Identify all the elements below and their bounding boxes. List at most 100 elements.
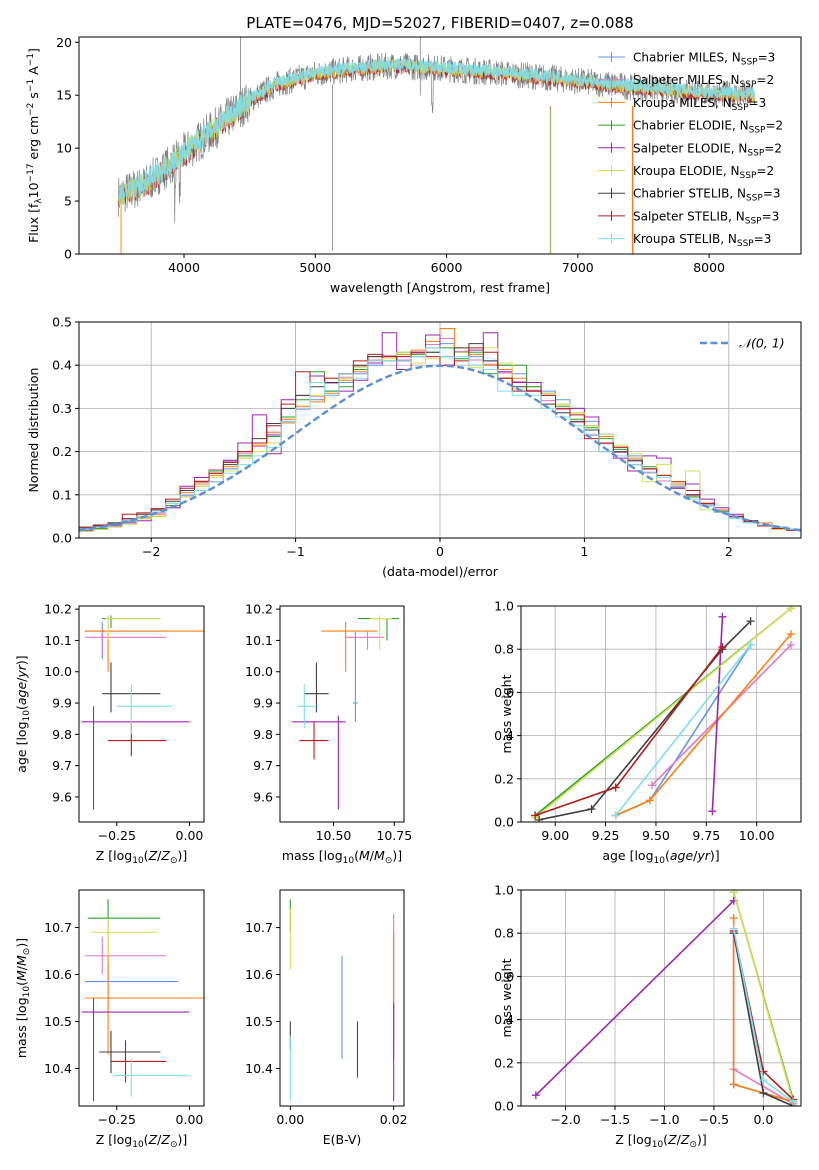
weight-marker-salpeter_miles [647, 781, 656, 790]
x-tick-label: −2 [142, 544, 160, 559]
weight-marker-chabrier_stelib [746, 617, 755, 626]
y-tick-label: 20 [56, 35, 72, 50]
y-tick-label: 10.7 [245, 920, 273, 935]
y-tick-label: 0.0 [494, 1099, 514, 1114]
weight-marker-salpeter_elodie [718, 612, 727, 621]
y-tick-label: 0.2 [52, 444, 72, 459]
x-tick-label: 2 [725, 544, 733, 559]
axes-frame [279, 889, 405, 1107]
legend-label: Salpeter ELODIE, NSSP=2 [633, 141, 782, 158]
x-tick-label: −1 [286, 544, 304, 559]
y-tick-label: 10.1 [44, 633, 72, 648]
y-tick-label: 0.5 [52, 315, 72, 330]
weight-marker-kroupa_miles [729, 1080, 738, 1089]
legend-label: Chabrier MILES, NSSP=3 [633, 51, 775, 68]
weight-line-chabrier_stelib [538, 620, 752, 821]
plot-area [531, 606, 795, 822]
y-tick-label: 10.5 [44, 1014, 72, 1029]
x-tick-label: 0.00 [176, 1112, 204, 1127]
x-tick-label: 0.00 [276, 1112, 304, 1127]
weight-marker-chabrier_stelib [535, 815, 544, 822]
plot-area [79, 328, 801, 532]
x-tick-label: −0.25 [98, 828, 136, 843]
y-tick-label: 0 [64, 247, 72, 262]
y-tick-label: 1.0 [494, 883, 514, 898]
y-tick-label: 0.3 [52, 401, 72, 416]
y-axis-label: mass weight [499, 958, 514, 1037]
y-tick-label: 0.4 [494, 1012, 514, 1027]
x-axis-label: Z [log10(Z/Z⊙)] [615, 1132, 707, 1150]
y-tick-label: 9.6 [253, 789, 273, 804]
weight-marker-kroupa_stelib [746, 640, 755, 649]
x-tick-label: 5000 [299, 260, 331, 275]
legend-label: Chabrier STELIB, NSSP=3 [633, 187, 781, 204]
weight-line-kroupa_stelib [615, 644, 752, 816]
y-axis-label: Flux [fλ10−17 erg cm−2 s−1 A−1] [26, 48, 44, 243]
axes-frame [520, 889, 802, 1107]
weight-marker-kroupa_miles [786, 630, 795, 639]
histogram-step-kroupa_stelib [79, 347, 801, 530]
y-tick-label: 10.1 [245, 633, 273, 648]
axes-frame [279, 605, 405, 823]
x-tick-label: 0.0 [753, 1112, 773, 1127]
weight-marker-salpeter_stelib [531, 811, 540, 820]
y-tick-label: 9.9 [52, 696, 72, 711]
y-tick-label: 0.1 [52, 487, 72, 502]
x-axis-label: mass [log10(M/M⊙)] [282, 848, 402, 866]
x-tick-label: 0 [436, 544, 444, 559]
x-axis-label: Z [log10(Z/Z⊙)] [96, 848, 188, 866]
gaussian-curve [79, 364, 801, 532]
chart-title: PLATE=0476, MJD=52027, FIBERID=0407, z=0… [246, 14, 633, 32]
y-tick-label: 9.8 [253, 727, 273, 742]
x-tick-label: 10.75 [376, 828, 412, 843]
weight-marker-kroupa_miles [645, 796, 654, 805]
weight-marker-salpeter_stelib [718, 643, 727, 652]
weight-marker-salpeter_stelib [611, 783, 620, 792]
legend-label: 𝒩(0, 1) [739, 336, 785, 351]
histogram-step-salpeter_elodie [79, 332, 801, 531]
x-tick-label: 1 [580, 544, 588, 559]
weight-marker-kroupa_miles [729, 914, 738, 923]
y-axis-label: mass [log10(M/M⊙)] [14, 938, 32, 1058]
y-tick-label: 10.5 [245, 1014, 273, 1029]
model-spectrum-line-kroupa_stelib [117, 58, 756, 204]
weight-marker-chabrier_stelib [759, 1089, 768, 1098]
y-tick-label: 10.4 [245, 1061, 273, 1076]
y-tick-label: 1.0 [494, 599, 514, 614]
y-tick-label: 0.0 [52, 531, 72, 546]
x-tick-label: 9.00 [541, 828, 569, 843]
x-axis-label: wavelength [Angstrom, rest frame] [330, 280, 550, 295]
y-axis-label: Normed distribution [26, 368, 41, 493]
axes-frame [78, 889, 205, 1107]
y-tick-label: 0.8 [494, 926, 514, 941]
y-tick-label: 5 [64, 194, 72, 209]
y-tick-label: 9.7 [52, 758, 72, 773]
y-tick-label: 0.6 [494, 969, 514, 984]
axes-frame [520, 605, 802, 823]
axes-frame [78, 605, 205, 823]
x-tick-label: −2.0 [550, 1112, 580, 1127]
plot-area [531, 890, 798, 1106]
metallicity-age-plot: −0.25 0.00 9.6 9.7 9.8 9.9 10.0 10.1 10.2 Z [log1… [14, 602, 205, 866]
x-tick-label: −1.0 [649, 1112, 679, 1127]
weight-line-kroupa_miles [615, 633, 792, 817]
weight-marker-salpeter_miles [786, 640, 795, 649]
y-tick-label: 10.7 [44, 920, 72, 935]
x-tick-label: 4000 [168, 260, 200, 275]
y-axis-label: mass weight [499, 674, 514, 753]
weight-marker-kroupa_stelib [611, 811, 620, 820]
y-tick-label: 10.0 [44, 664, 72, 679]
y-tick-label: 9.6 [52, 789, 72, 804]
y-tick-label: 0.2 [494, 1055, 514, 1070]
x-tick-label: −0.5 [699, 1112, 729, 1127]
y-tick-label: 15 [56, 88, 72, 103]
legend-label: Salpeter MILES, NSSP=2 [633, 73, 774, 90]
x-tick-label: −1.5 [600, 1112, 630, 1127]
weight-marker-kroupa_elodie [786, 606, 795, 613]
x-tick-label: 7000 [562, 260, 594, 275]
weight-marker-salpeter_elodie [708, 807, 717, 816]
weight-marker-kroupa_stelib [789, 1097, 798, 1106]
plot-area [81, 899, 204, 1102]
x-tick-label: 9.75 [692, 828, 720, 843]
